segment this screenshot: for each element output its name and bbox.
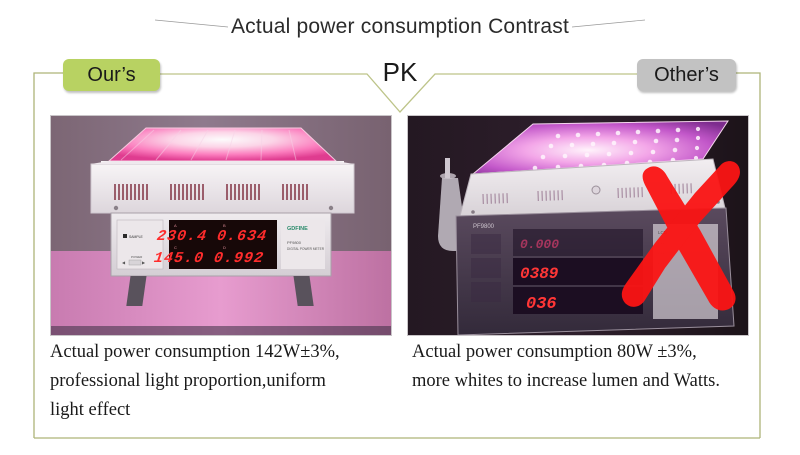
svg-text:0389: 0389	[520, 265, 559, 283]
svg-text:LCD: LCD	[658, 230, 667, 235]
svg-text:SAMPLE: SAMPLE	[129, 235, 143, 239]
svg-text:DIGITAL POWER METER: DIGITAL POWER METER	[287, 247, 325, 251]
svg-text:036: 036	[526, 295, 557, 314]
svg-text:. . .: . . .	[658, 250, 664, 255]
svg-text:145.0 0.992: 145.0 0.992	[153, 249, 265, 267]
svg-text:POWER: POWER	[131, 255, 143, 259]
svg-text:. . .: . . .	[658, 240, 664, 245]
svg-text:PF9800: PF9800	[473, 224, 495, 230]
svg-text:0.000: 0.000	[520, 237, 559, 252]
svg-text:GDFINE: GDFINE	[287, 226, 308, 232]
svg-text:. . .: . . .	[658, 260, 664, 265]
svg-text:PF9800: PF9800	[287, 240, 302, 245]
svg-text:230.4 0.634: 230.4 0.634	[156, 227, 268, 245]
